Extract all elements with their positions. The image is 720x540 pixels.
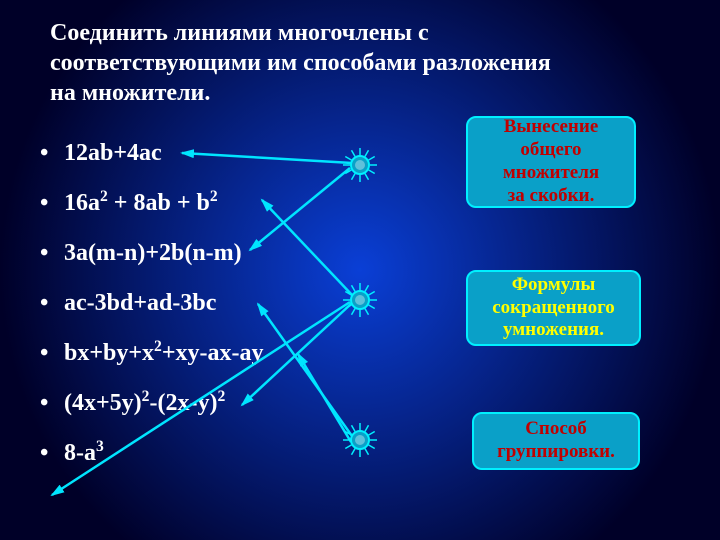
expression-item: •12ab+4ac [40, 140, 264, 190]
box-line: Способ [480, 418, 632, 441]
bullet: • [40, 290, 64, 317]
title-line: Соединить линиями многочлены с [50, 18, 551, 48]
expression-item: •8-a3 [40, 440, 264, 490]
box-line: Вынесение [474, 116, 628, 139]
box-line: Формулы [474, 274, 633, 297]
expression-item: •bx+by+x2+xy-ax-ay [40, 340, 264, 390]
box-grouping: Способгруппировки. [472, 412, 640, 470]
slide: Соединить линиями многочлены ссоответств… [0, 0, 720, 540]
expression-text: 8-a3 [64, 440, 104, 467]
title-line: на множители. [50, 78, 551, 108]
bullet: • [40, 340, 64, 367]
box-line: группировки. [480, 441, 632, 464]
box-line: сокращенного [474, 297, 633, 320]
connector-node [343, 283, 377, 317]
bullet: • [40, 240, 64, 267]
expression-item: •ac-3bd+ad-3bc [40, 290, 264, 340]
expression-text: 16a2 + 8ab + b2 [64, 190, 218, 217]
box-line: общего [474, 139, 628, 162]
title-line: соответствующими им способами разложения [50, 48, 551, 78]
expression-text: (4x+5y)2-(2x-y)2 [64, 390, 225, 417]
box-formulas: Формулысокращенногоумножения. [466, 270, 641, 346]
box-line: множителя [474, 162, 628, 185]
connector-node [343, 423, 377, 457]
expression-item: •3a(m-n)+2b(n-m) [40, 240, 264, 290]
bullet: • [40, 140, 64, 167]
expression-item: •16a2 + 8ab + b2 [40, 190, 264, 240]
bullet: • [40, 190, 64, 217]
expression-text: 3a(m-n)+2b(n-m) [64, 240, 242, 267]
slide-title: Соединить линиями многочлены ссоответств… [50, 18, 551, 108]
connector-node [343, 148, 377, 182]
expression-text: 12ab+4ac [64, 140, 162, 167]
expression-list: •12ab+4ac•16a2 + 8ab + b2•3a(m-n)+2b(n-m… [40, 140, 264, 490]
expression-text: bx+by+x2+xy-ax-ay [64, 340, 264, 367]
bullet: • [40, 440, 64, 467]
box-line: за скобки. [474, 185, 628, 208]
box-line: умножения. [474, 319, 633, 342]
box-factor-out: Вынесениеобщегомножителяза скобки. [466, 116, 636, 208]
expression-item: •(4x+5y)2-(2x-y)2 [40, 390, 264, 440]
bullet: • [40, 390, 64, 417]
expression-text: ac-3bd+ad-3bc [64, 290, 216, 317]
